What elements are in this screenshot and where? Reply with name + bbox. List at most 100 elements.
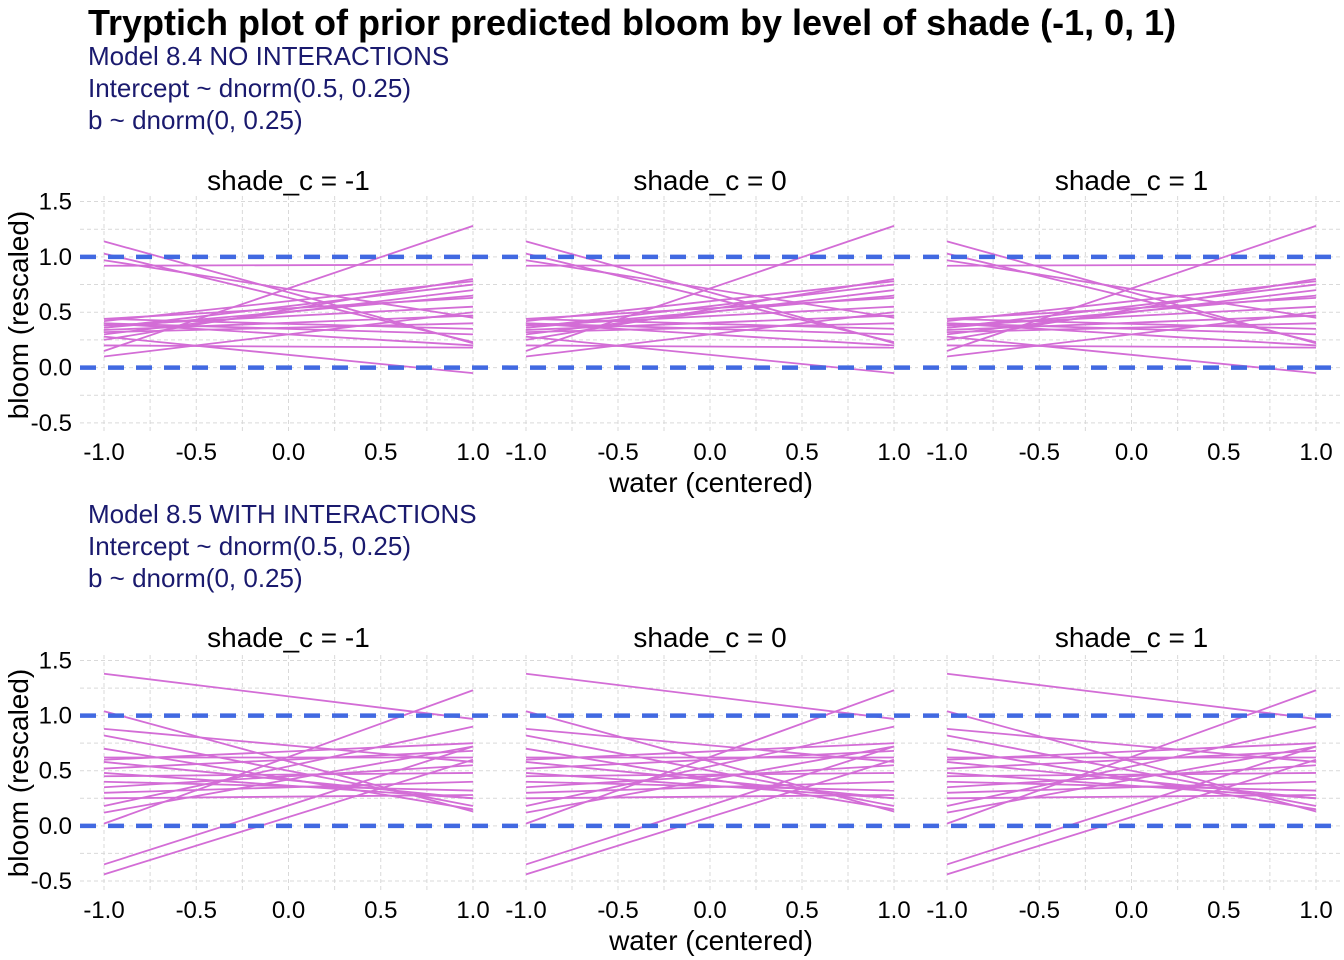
series-line-14 bbox=[946, 689, 1317, 825]
series-line-14 bbox=[103, 689, 474, 825]
series-line-8 bbox=[946, 772, 1317, 778]
x-tick-label: 0.5 bbox=[364, 897, 397, 924]
series-line-19 bbox=[946, 294, 1317, 329]
series-line-10 bbox=[946, 780, 1317, 794]
facet-strip-label: shade_c = -1 bbox=[207, 165, 370, 196]
series-line-18 bbox=[103, 761, 474, 800]
x-tick-label: 1.0 bbox=[877, 897, 910, 924]
x-tick-label: 0.0 bbox=[272, 897, 305, 924]
facet-strip-label: shade_c = 1 bbox=[1055, 165, 1208, 196]
x-tick-label: 1.0 bbox=[877, 439, 910, 466]
series-line-6 bbox=[946, 750, 1317, 770]
series-line-5 bbox=[525, 742, 895, 761]
series-line-19 bbox=[525, 294, 895, 329]
y-tick-label: 0.0 bbox=[39, 813, 72, 840]
y-tick-label: -0.5 bbox=[31, 410, 72, 437]
series-line-12 bbox=[103, 725, 474, 807]
x-tick-label: -0.5 bbox=[597, 897, 638, 924]
series-line-14 bbox=[103, 225, 474, 352]
y-tick-label: 1.5 bbox=[39, 648, 72, 675]
x-tick-label: -0.5 bbox=[597, 439, 638, 466]
facet-strip-label: shade_c = 0 bbox=[633, 165, 786, 196]
x-tick-label: 0.5 bbox=[785, 897, 818, 924]
x-tick-label: -1.0 bbox=[505, 897, 546, 924]
series-line-16 bbox=[946, 745, 1317, 866]
series-line-5 bbox=[946, 280, 1317, 322]
x-tick-label: 0.5 bbox=[1207, 897, 1240, 924]
plot2-subtitle-line-2: Intercept ~ dnorm(0.5, 0.25) bbox=[88, 531, 412, 561]
series-line-17 bbox=[103, 335, 474, 375]
series-line-5 bbox=[525, 280, 895, 322]
facet-panel-1: shade_c = 0 -1.0 -0.5 0.0 0.5 1.0 bbox=[502, 165, 918, 466]
y-tick-label: -0.5 bbox=[31, 868, 72, 895]
series-line-14 bbox=[525, 225, 895, 352]
facet-panel-2: shade_c = 1 -1.0 -0.5 0.0 0.5 1.0 bbox=[923, 622, 1340, 924]
y-axis-title: bloom (rescaled) bbox=[3, 669, 34, 878]
series-line-15 bbox=[103, 747, 474, 811]
series-line-17 bbox=[525, 758, 895, 876]
series-line-11 bbox=[103, 794, 474, 800]
series-line-6 bbox=[525, 322, 895, 336]
series-line-13 bbox=[946, 344, 1317, 349]
series-line-0 bbox=[103, 672, 474, 720]
x-axis-title: water (centered) bbox=[608, 467, 813, 498]
facet-panel-1: shade_c = 0 -1.0 -0.5 0.0 0.5 1.0 bbox=[502, 622, 918, 924]
series-line-17 bbox=[525, 335, 895, 375]
series-line-3 bbox=[103, 263, 474, 267]
series-line-18 bbox=[946, 761, 1317, 800]
series-line-6 bbox=[946, 322, 1317, 336]
series-line-6 bbox=[103, 750, 474, 770]
series-line-0 bbox=[525, 672, 895, 720]
series-line-19 bbox=[525, 764, 895, 789]
series-line-17 bbox=[946, 758, 1317, 876]
series-line-17 bbox=[946, 335, 1317, 375]
y-tick-label: 0.0 bbox=[39, 355, 72, 382]
series-line-16 bbox=[946, 317, 1317, 330]
x-tick-label: 0.5 bbox=[364, 439, 397, 466]
x-tick-label: -1.0 bbox=[926, 439, 967, 466]
x-tick-label: 1.0 bbox=[1299, 897, 1332, 924]
x-tick-label: 1.0 bbox=[1299, 439, 1332, 466]
series-line-18 bbox=[946, 322, 1317, 347]
x-tick-label: -0.5 bbox=[176, 439, 217, 466]
series-line-5 bbox=[946, 742, 1317, 761]
x-tick-label: 0.0 bbox=[693, 439, 726, 466]
plot2-subtitle-line-1: Model 8.5 WITH INTERACTIONS bbox=[88, 499, 477, 529]
series-line-18 bbox=[525, 761, 895, 800]
facet-strip-label: shade_c = 1 bbox=[1055, 622, 1208, 653]
x-axis-title: water (centered) bbox=[608, 925, 813, 956]
series-line-18 bbox=[525, 322, 895, 347]
plot1-subtitle-line-3: b ~ dnorm(0, 0.25) bbox=[88, 105, 303, 135]
y-tick-label: 1.5 bbox=[39, 189, 72, 216]
series-line-0 bbox=[946, 672, 1317, 720]
x-tick-label: 0.0 bbox=[1115, 897, 1148, 924]
series-line-18 bbox=[103, 322, 474, 347]
x-tick-label: -1.0 bbox=[926, 897, 967, 924]
series-line-3 bbox=[946, 263, 1317, 267]
y-axis-title: bloom (rescaled) bbox=[3, 211, 34, 420]
facet-strip-label: shade_c = 0 bbox=[633, 622, 786, 653]
series-line-13 bbox=[525, 344, 895, 349]
x-tick-label: -0.5 bbox=[1019, 439, 1060, 466]
series-line-6 bbox=[103, 322, 474, 336]
plot2-subtitle: Model 8.5 WITH INTERACTIONS Intercept ~ … bbox=[88, 498, 477, 594]
series-line-2 bbox=[946, 727, 1317, 763]
x-tick-label: 0.0 bbox=[693, 897, 726, 924]
series-line-2 bbox=[103, 727, 474, 763]
series-line-10 bbox=[525, 780, 895, 794]
x-tick-label: 0.5 bbox=[785, 439, 818, 466]
x-tick-label: 1.0 bbox=[456, 439, 489, 466]
x-tick-label: 0.5 bbox=[1207, 439, 1240, 466]
series-line-16 bbox=[103, 317, 474, 330]
x-tick-label: -0.5 bbox=[1019, 897, 1060, 924]
series-line-2 bbox=[525, 727, 895, 763]
y-tick-label: 0.5 bbox=[39, 299, 72, 326]
series-line-14 bbox=[525, 689, 895, 825]
y-tick-label: 1.0 bbox=[39, 244, 72, 271]
series-line-3 bbox=[525, 263, 895, 267]
series-line-10 bbox=[103, 780, 474, 794]
x-tick-label: -1.0 bbox=[83, 439, 124, 466]
y-tick-label: 1.0 bbox=[39, 703, 72, 730]
facet-panel-0: shade_c = -1 -1.0 -0.5 0.0 0.5 1.0 bbox=[80, 165, 497, 466]
